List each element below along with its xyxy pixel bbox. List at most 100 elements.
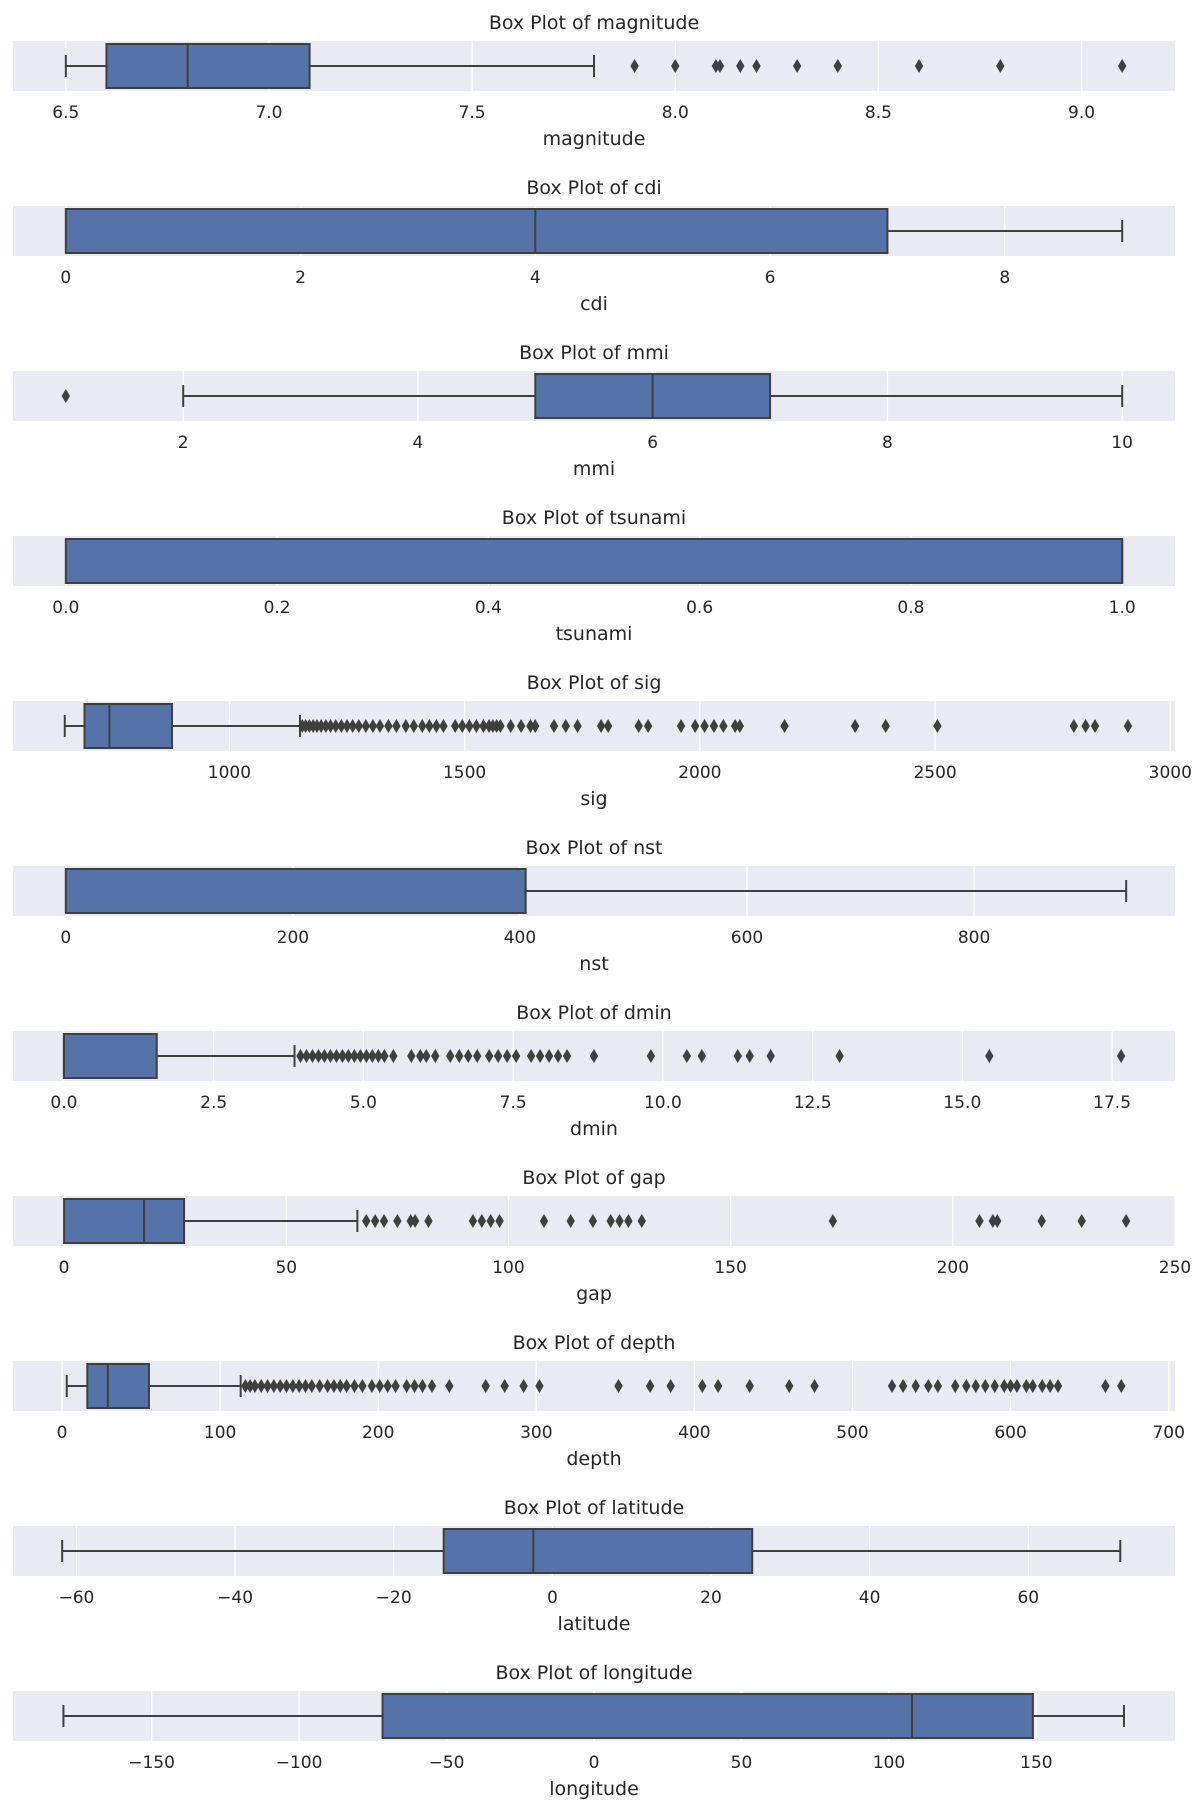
x-tick-label: 10: [1111, 433, 1133, 453]
outlier-point: [785, 1379, 794, 1393]
outlier-point: [410, 1214, 420, 1228]
outlier-point: [596, 719, 606, 733]
x-tick-label: 6: [765, 268, 776, 288]
outlier-point: [424, 1214, 433, 1228]
outlier-point: [624, 1214, 633, 1228]
outlier-point: [389, 1049, 398, 1063]
outlier-point: [362, 1049, 371, 1063]
subplot-mmi: Box Plot of mmi 2 4 6 8 10 mmi: [13, 342, 1175, 480]
outlier-point: [245, 1379, 255, 1393]
outlier-point: [752, 59, 761, 73]
x-tick-label: 0.8: [897, 598, 924, 618]
outlier-point: [354, 719, 363, 733]
x-tick-label: 100: [873, 1753, 905, 1773]
outlier-point: [719, 719, 728, 733]
x-axis-label: gap: [576, 1283, 612, 1305]
x-tick-label: 400: [678, 1423, 710, 1443]
outlier-point: [553, 1049, 563, 1063]
outlier-point: [985, 1049, 994, 1063]
outlier-point: [301, 1379, 310, 1393]
subplot-tsunami: Box Plot of tsunami 0.0 0.2 0.4 0.6 0.8 1.0 tsu…: [13, 507, 1175, 645]
outlier-point: [342, 719, 352, 733]
outlier-point: [418, 719, 427, 733]
outlier-point: [535, 1049, 545, 1063]
outlier-point: [367, 1379, 377, 1393]
x-tick-label: 6: [647, 433, 658, 453]
outlier-point: [374, 1049, 383, 1063]
outlier-point: [468, 1214, 478, 1228]
outlier-point: [700, 719, 709, 733]
outlier-point: [530, 719, 540, 733]
outlier-point: [898, 1379, 908, 1393]
x-tick-label: 8: [999, 268, 1010, 288]
outlier-point: [646, 1049, 656, 1063]
outlier-point: [911, 1379, 920, 1393]
outlier-point: [828, 1214, 838, 1228]
x-axis-label: nst: [579, 953, 608, 975]
outlier-point: [329, 1379, 339, 1393]
outlier-point: [516, 719, 526, 733]
x-axis-label: magnitude: [543, 128, 646, 150]
x-tick-label: 8: [882, 433, 893, 453]
outlier-point: [1123, 719, 1133, 733]
subplot-gap: Box Plot of gap 0 50 100 150 200 250 gap: [13, 1167, 1191, 1305]
outlier-point: [326, 1049, 335, 1063]
outlier-point: [308, 1049, 317, 1063]
outlier-point: [481, 1379, 490, 1393]
x-tick-label: 1000: [208, 763, 251, 783]
box-iqr: [63, 1198, 186, 1244]
outlier-point: [562, 1049, 572, 1063]
x-tick-label: 0: [57, 1423, 68, 1443]
x-axis-label: latitude: [558, 1613, 631, 1635]
x-tick-label: −100: [276, 1753, 323, 1773]
x-tick-label: 4: [530, 268, 541, 288]
outlier-point: [511, 1049, 521, 1063]
x-tick-label: 60: [1017, 1588, 1039, 1608]
outlier-point: [392, 719, 401, 733]
x-tick-label: 200: [937, 1258, 969, 1278]
x-tick-label: 0.4: [475, 598, 502, 618]
outlier-point: [506, 719, 515, 733]
outlier-point: [402, 1379, 411, 1393]
x-axis-label: sig: [580, 788, 607, 810]
x-tick-label: 0: [547, 1588, 558, 1608]
outlier-point: [370, 1214, 380, 1228]
outlier-point: [416, 1049, 425, 1063]
outlier-point: [344, 1049, 353, 1063]
x-tick-label: 0: [60, 268, 71, 288]
outlier-point: [379, 1214, 389, 1228]
outlier-point: [331, 719, 340, 733]
outlier-point: [690, 719, 700, 733]
outlier-point: [698, 1379, 707, 1393]
outlier-point: [933, 1379, 943, 1393]
box-iqr: [64, 208, 889, 254]
outlier-point: [606, 1214, 615, 1228]
outlier-point: [971, 1379, 980, 1393]
outlier-point: [493, 1049, 503, 1063]
outlier-point: [1116, 1049, 1126, 1063]
outlier-point: [263, 1379, 272, 1393]
x-tick-label: 250: [1159, 1258, 1191, 1278]
x-tick-label: 400: [504, 928, 536, 948]
outlier-point: [455, 1049, 464, 1063]
outlier-point: [519, 1379, 528, 1393]
x-tick-label: 0: [59, 1258, 70, 1278]
outlier-point: [1121, 1214, 1131, 1228]
subplot-magnitude: Box Plot of magnitude 6.5 7.0 7.5 8.0 8.5 9.0 m…: [13, 12, 1175, 150]
outlier-point: [337, 719, 346, 733]
x-tick-label: 0.0: [50, 1093, 77, 1113]
box-iqr: [105, 43, 311, 89]
outlier-point: [464, 1049, 473, 1063]
subplot-title: Box Plot of dmin: [516, 1002, 671, 1024]
outlier-point: [766, 1049, 775, 1063]
outlier-point: [933, 719, 942, 733]
outlier-point: [368, 719, 378, 733]
outlier-point: [296, 1049, 305, 1063]
outlier-point: [445, 1379, 454, 1393]
outlier-point: [314, 1049, 323, 1063]
outlier-point: [323, 1379, 332, 1393]
x-tick-label: 40: [859, 1588, 881, 1608]
outlier-point: [603, 719, 613, 733]
x-tick-label: 3000: [1149, 763, 1192, 783]
outlier-point: [549, 719, 559, 733]
